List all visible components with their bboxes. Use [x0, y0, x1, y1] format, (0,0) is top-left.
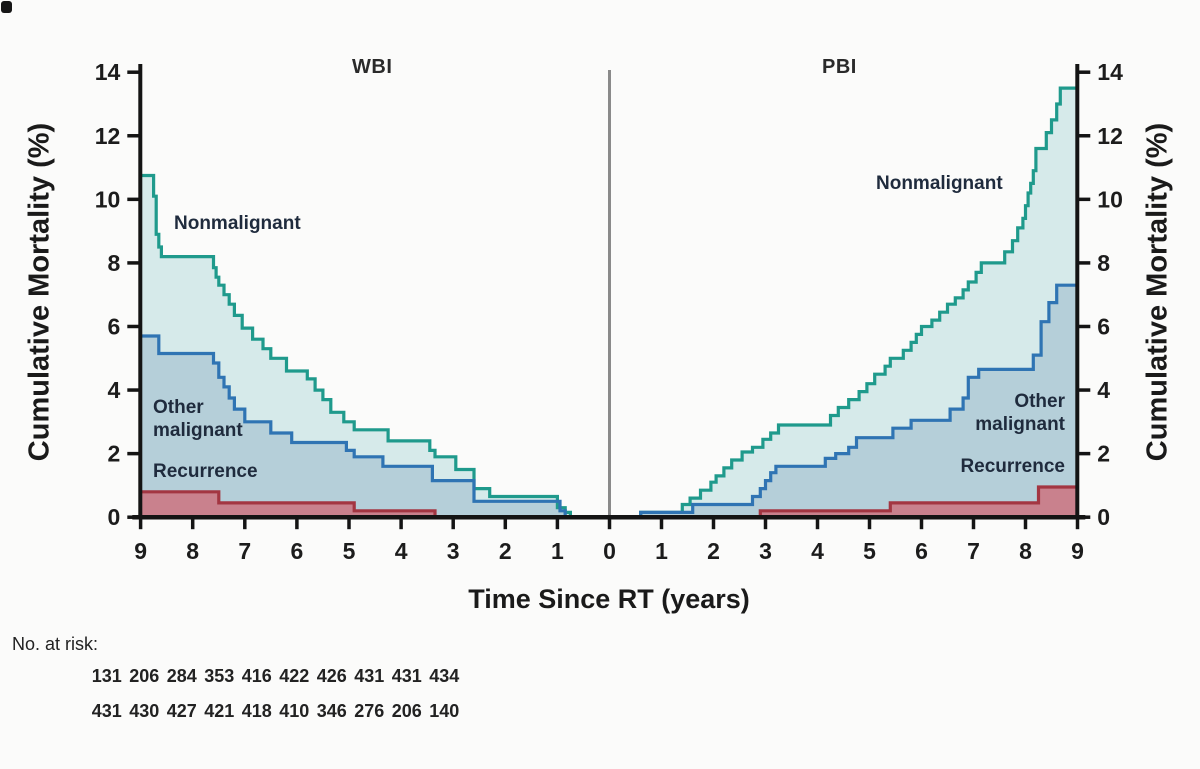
- panel-label-wbi: WBI: [352, 56, 393, 78]
- pbi-other-malignant-area: [609, 285, 1078, 518]
- y-tick-label-right: 10: [1097, 186, 1123, 212]
- wbi-other-malignant-label: Other malignant: [153, 397, 243, 441]
- at-risk-value: 410: [279, 701, 310, 721]
- y-tick-label-right: 14: [1097, 59, 1123, 85]
- at-risk-row-1: 131 206 284 353 416 422 426 431 431 434: [88, 666, 463, 687]
- x-tick-label: 9: [134, 538, 147, 564]
- at-risk-value: 418: [241, 701, 272, 721]
- at-risk-value: 430: [129, 701, 160, 721]
- x-tick-label: 7: [967, 538, 980, 564]
- x-tick-label: 2: [707, 538, 720, 564]
- x-tick-label: 1: [551, 538, 564, 564]
- x-tick-label: 9: [1071, 538, 1084, 564]
- at-risk-label: No. at risk:: [12, 634, 99, 654]
- y-tick-label-left: 12: [95, 123, 121, 149]
- x-tick-label: 6: [291, 538, 304, 564]
- panel-label-pbi: PBI: [822, 56, 857, 78]
- at-risk-value: 140: [429, 701, 460, 721]
- x-tick-label: 6: [915, 538, 928, 564]
- at-risk-value: 431: [391, 666, 422, 686]
- y-tick-label-left: 8: [108, 250, 121, 276]
- x-tick-label: 4: [811, 538, 824, 564]
- at-risk-value: 434: [429, 666, 460, 686]
- wbi-other-malignant-area: [140, 336, 610, 518]
- y-tick-label-left: 6: [108, 313, 121, 339]
- y-tick-label-right: 2: [1097, 441, 1110, 467]
- at-risk-value: 426: [316, 666, 347, 686]
- x-tick-label: 5: [863, 538, 876, 564]
- at-risk-value: 421: [204, 701, 235, 721]
- at-risk-value: 431: [354, 666, 385, 686]
- y-tick-label-left: 2: [108, 441, 121, 467]
- at-risk-value: 346: [316, 701, 347, 721]
- wbi-other-malignant-line: [140, 334, 610, 519]
- y-tick-label-left: 14: [95, 59, 121, 85]
- pbi-recurrence-label: Recurrence: [960, 456, 1065, 477]
- x-tick-label: 5: [343, 538, 356, 564]
- y-tick-label-right: 12: [1097, 123, 1123, 149]
- pbi-recurrence-area: [609, 487, 1078, 518]
- wbi-nonmalignant-line: [140, 173, 610, 519]
- y-tick-label-left: 0: [108, 504, 121, 530]
- x-tick-label: 2: [499, 538, 512, 564]
- x-tick-label: 8: [186, 538, 199, 564]
- pbi-other-malignant-label: Other malignant: [975, 391, 1065, 435]
- pbi-nonmalignant-line: [609, 86, 1078, 519]
- x-axis-title: Time Since RT (years): [468, 584, 750, 614]
- at-risk-row-2: 431 430 427 421 418 410 346 276 206 140: [88, 701, 463, 722]
- x-tick-label: 7: [238, 538, 251, 564]
- wbi-recurrence-area: [140, 491, 610, 518]
- at-risk-value: 276: [354, 701, 385, 721]
- at-risk-value: 284: [166, 666, 197, 686]
- x-tick-label: 1: [655, 538, 668, 564]
- y-axis-title-right: Cumulative Mortality (%): [1141, 122, 1174, 462]
- y-tick-label-left: 10: [95, 186, 121, 212]
- x-tick-label: 4: [395, 538, 408, 564]
- pbi-other-malignant-line: [609, 283, 1078, 519]
- at-risk-value: 427: [166, 701, 197, 721]
- wbi-nonmalignant-label: Nonmalignant: [174, 213, 301, 234]
- at-risk-value: 353: [204, 666, 235, 686]
- y-tick-label-right: 6: [1097, 313, 1110, 339]
- x-tick-label: 8: [1019, 538, 1032, 564]
- at-risk-value: 206: [391, 701, 422, 721]
- y-tick-label-right: 8: [1097, 250, 1110, 276]
- at-risk-value: 416: [241, 666, 272, 686]
- pbi-nonmalignant-label: Nonmalignant: [876, 173, 1003, 194]
- at-risk-value: 206: [129, 666, 160, 686]
- y-tick-label-right: 4: [1097, 377, 1110, 403]
- at-risk-value: 422: [279, 666, 310, 686]
- x-tick-label: 3: [447, 538, 460, 564]
- x-tick-label: 0: [603, 538, 616, 564]
- y-axis-title-left: Cumulative Mortality (%): [23, 122, 56, 462]
- at-risk-value: 131: [91, 666, 122, 686]
- at-risk-value: 431: [91, 701, 122, 721]
- scan-artifact: [1, 1, 12, 13]
- y-tick-label-right: 0: [1097, 504, 1110, 530]
- wbi-recurrence-label: Recurrence: [153, 461, 258, 482]
- y-tick-label-left: 4: [108, 377, 121, 403]
- x-tick-label: 3: [759, 538, 772, 564]
